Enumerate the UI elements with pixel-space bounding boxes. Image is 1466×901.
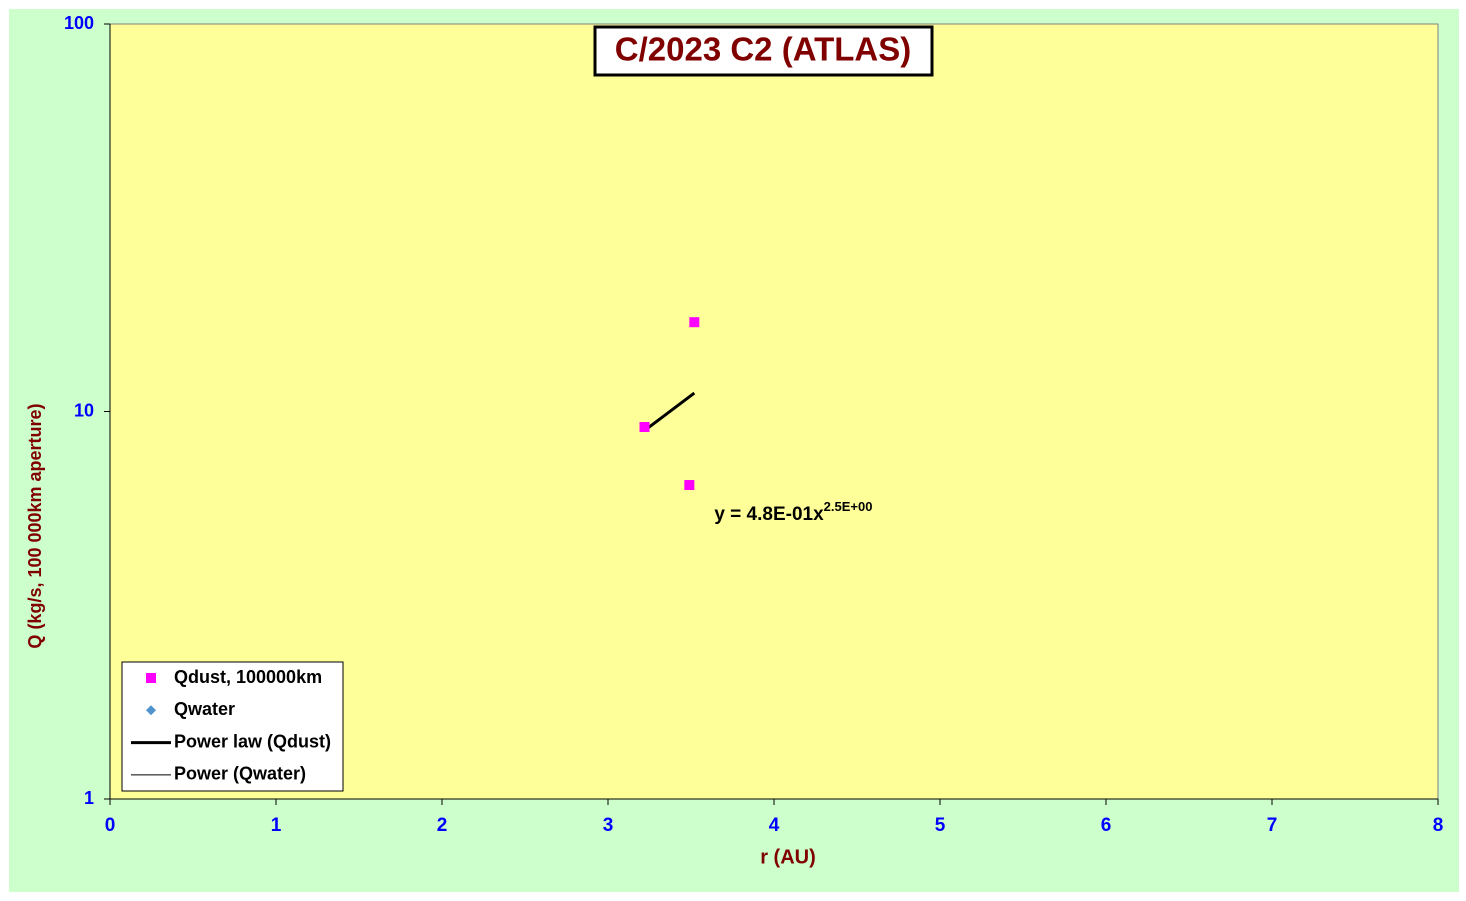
legend-marker [146,673,156,683]
equation-text: y = 4.8E-01x [714,504,824,525]
point [689,317,700,328]
legend-label: Power (Qwater) [174,764,306,784]
x-tick-label: 4 [769,815,780,836]
trendline [643,391,696,432]
x-tick-label: 6 [1101,815,1112,836]
legend-marker [146,705,156,716]
trend-equation: y = 4.8E-01x2.5E+00 [714,499,872,525]
x-tick-label: 1 [271,815,282,836]
x-tick-label: 7 [1267,815,1278,836]
chart-title: C/2023 C2 (ATLAS) [615,31,911,68]
x-tick-label: 8 [1433,815,1444,836]
y-axis-label: Q (kg/s, 100 000km aperture) [25,403,45,648]
point [684,480,695,491]
y-tick-label: 100 [64,13,94,33]
equation-exponent: 2.5E+00 [824,499,873,514]
x-tick-label: 0 [105,815,116,836]
legend-label: Qwater [174,699,235,719]
legend-label: Power law (Qdust) [174,731,331,751]
legend-box [121,661,344,792]
point [639,422,650,433]
y-tick-label: 1 [84,788,94,808]
title-box [593,25,934,77]
legend-label: Qdust, 100000km [174,667,322,687]
x-tick-label: 3 [603,815,614,836]
y-tick-label: 10 [74,400,94,420]
x-axis-label: r (AU) [760,846,816,868]
x-tick-label: 5 [935,815,946,836]
x-tick-label: 2 [437,815,448,836]
